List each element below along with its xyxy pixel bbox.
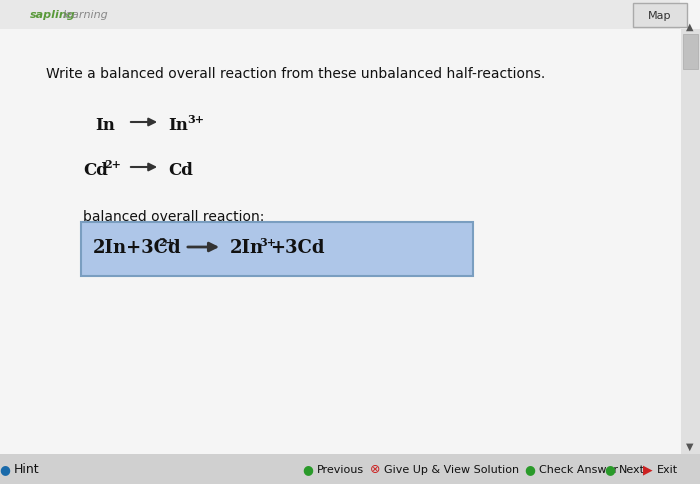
Text: Cd: Cd — [168, 162, 193, 179]
Text: Map: Map — [648, 11, 672, 21]
Bar — [0, 454, 700, 484]
Text: 2+: 2+ — [104, 159, 121, 170]
Bar — [683, 35, 698, 70]
Text: 3+: 3+ — [259, 237, 276, 248]
FancyBboxPatch shape — [81, 223, 473, 276]
Text: ●: ● — [302, 463, 314, 475]
Text: Give Up & View Solution: Give Up & View Solution — [384, 464, 519, 474]
Text: Cd: Cd — [83, 162, 108, 179]
FancyBboxPatch shape — [633, 4, 687, 28]
Text: ▲: ▲ — [686, 22, 694, 32]
Text: Exit: Exit — [657, 464, 678, 474]
Text: 2In+3Cd: 2In+3Cd — [93, 239, 181, 257]
Text: ●: ● — [0, 463, 10, 475]
Text: 2+: 2+ — [158, 237, 175, 248]
Text: ⊗: ⊗ — [370, 463, 380, 475]
Text: Previous: Previous — [317, 464, 364, 474]
Text: ▶: ▶ — [643, 463, 653, 475]
Text: Hint: Hint — [14, 463, 40, 475]
Text: ●: ● — [605, 463, 615, 475]
Text: Next: Next — [619, 464, 645, 474]
Bar — [681, 30, 700, 454]
Text: +3Cd: +3Cd — [270, 239, 325, 257]
Text: 2In: 2In — [230, 239, 264, 257]
Text: In: In — [95, 117, 115, 134]
Text: In: In — [168, 117, 188, 134]
Text: ▼: ▼ — [686, 441, 694, 451]
Text: Check Answer: Check Answer — [539, 464, 618, 474]
Bar — [0, 0, 680, 30]
Text: Write a balanced overall reaction from these unbalanced half-reactions.: Write a balanced overall reaction from t… — [46, 67, 545, 81]
Text: learning: learning — [63, 10, 108, 20]
Text: 3+: 3+ — [187, 114, 204, 125]
Text: sapling: sapling — [30, 10, 76, 20]
Text: balanced overall reaction:: balanced overall reaction: — [83, 210, 265, 224]
Text: ●: ● — [524, 463, 536, 475]
